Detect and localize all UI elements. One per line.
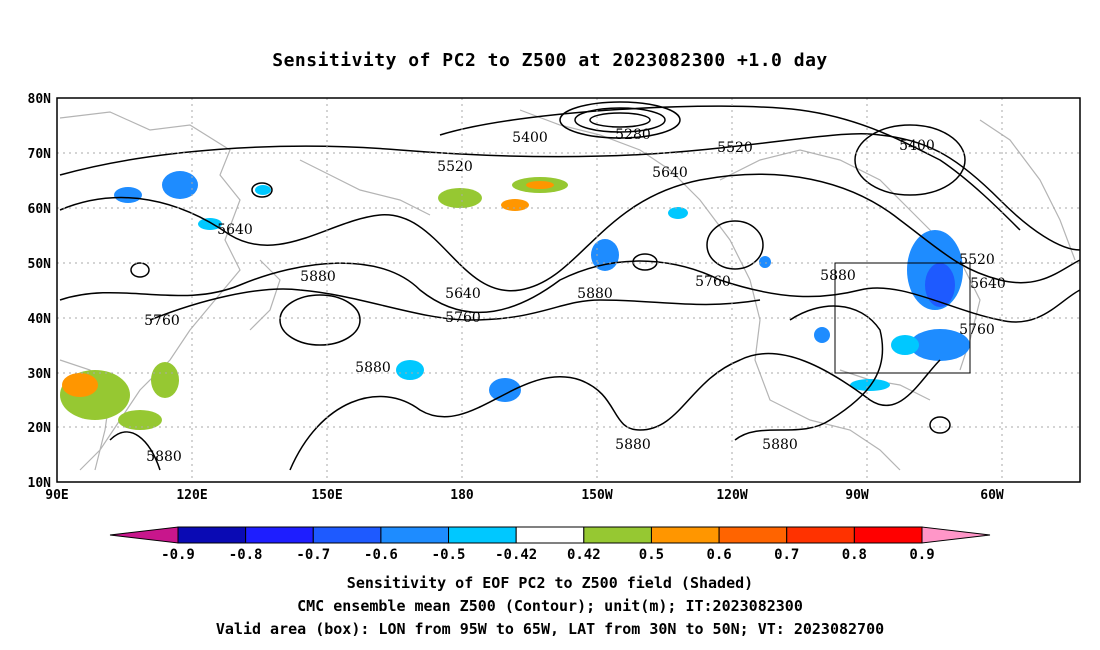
contour-label: 5280 (615, 127, 651, 143)
contour-label: 5880 (820, 268, 856, 284)
colorbar-tick-label: 0.42 (567, 547, 601, 563)
contour-label: 5520 (717, 140, 753, 156)
latitude-labels: 80N 70N 60N 50N 40N 30N 20N 10N (28, 92, 52, 491)
lat-label: 30N (28, 367, 52, 382)
caption-line-3: Valid area (box): LON from 95W to 65W, L… (215, 620, 885, 638)
colorbar-tick-label: 0.9 (909, 547, 934, 563)
contour-label: 5760 (144, 313, 180, 329)
colorbar-tick-label: -0.7 (296, 547, 330, 563)
lat-label: 40N (28, 312, 52, 327)
contour-label: 5640 (217, 222, 253, 238)
contour-label: 5880 (577, 286, 613, 302)
lon-label: 180 (450, 488, 474, 503)
colorbar-high-triangle (921, 526, 991, 544)
valid-area-box (834, 262, 971, 374)
colorbar-cell (380, 526, 450, 544)
lat-label: 50N (28, 257, 52, 272)
lon-label: 120W (716, 488, 747, 503)
colorbar-low-triangle (109, 526, 179, 544)
colorbar-tick-label: -0.6 (364, 547, 398, 563)
contour-label: 5520 (437, 159, 473, 175)
map-title: Sensitivity of PC2 to Z500 at 2023082300… (272, 50, 828, 71)
lon-label: 150E (311, 488, 342, 503)
colorbar (109, 526, 991, 544)
colorbar-labels: -0.9 -0.8 -0.7 -0.6 -0.5 -0.42 0.42 0.5 0.6 0.7 0.… (161, 547, 935, 563)
colorbar-tick-label: 0.5 (639, 547, 664, 563)
contour-label: 5880 (146, 449, 182, 465)
lon-label: 60W (980, 488, 1004, 503)
colorbar-cell (853, 526, 923, 544)
contour-label: 5400 (512, 130, 548, 146)
lat-label: 80N (28, 92, 52, 107)
contour-label: 5760 (445, 310, 481, 326)
contour-label: 5760 (695, 274, 731, 290)
colorbar-tick-label: 0.8 (842, 547, 867, 563)
lat-label: 60N (28, 202, 52, 217)
lon-label: 120E (176, 488, 207, 503)
caption-line-1: Sensitivity of EOF PC2 to Z500 field (Sh… (346, 574, 754, 592)
lon-label: 150W (581, 488, 612, 503)
sensitivity-shading (60, 171, 970, 430)
lat-label: 20N (28, 421, 52, 436)
colorbar-cell (515, 526, 585, 544)
contour-label: 5640 (652, 165, 688, 181)
colorbar-tick-label: -0.42 (495, 547, 537, 563)
contour-label: 5520 (959, 252, 995, 268)
contour-label: 5880 (615, 437, 651, 453)
lon-label: 90E (45, 488, 68, 503)
colorbar-cell (177, 526, 247, 544)
contour-label: 5640 (445, 286, 481, 302)
colorbar-cell (245, 526, 314, 544)
lon-label: 90W (845, 488, 869, 503)
longitude-labels: 90E 120E 150E 180 150W 120W 90W 60W (45, 488, 1004, 503)
lat-label: 10N (28, 476, 52, 491)
caption-line-2: CMC ensemble mean Z500 (Contour); unit(m… (297, 597, 803, 615)
colorbar-tick-label: 0.6 (706, 547, 731, 563)
colorbar-cell (650, 526, 720, 544)
colorbar-tick-label: -0.5 (432, 547, 466, 563)
colorbar-cell (448, 526, 517, 544)
colorbar-cell (583, 526, 652, 544)
contour-label: 5880 (300, 269, 336, 285)
colorbar-tick-label: -0.9 (161, 547, 195, 563)
colorbar-tick-label: -0.8 (229, 547, 263, 563)
contour-label: 5400 (899, 138, 935, 154)
contour-label: 5880 (762, 437, 798, 453)
colorbar-cell (786, 526, 855, 544)
map-frame (56, 97, 1081, 483)
colorbar-cell (718, 526, 788, 544)
contour-label: 5880 (355, 360, 391, 376)
coastlines (59, 109, 1076, 471)
contour-label: 5760 (959, 322, 995, 338)
colorbar-cell (312, 526, 382, 544)
contour-label: 5640 (970, 276, 1006, 292)
contour-label-group: 5280 5400 5520 5520 5400 5640 5640 5880 … (144, 127, 1006, 465)
lat-label: 70N (28, 147, 52, 162)
colorbar-tick-label: 0.7 (774, 547, 799, 563)
